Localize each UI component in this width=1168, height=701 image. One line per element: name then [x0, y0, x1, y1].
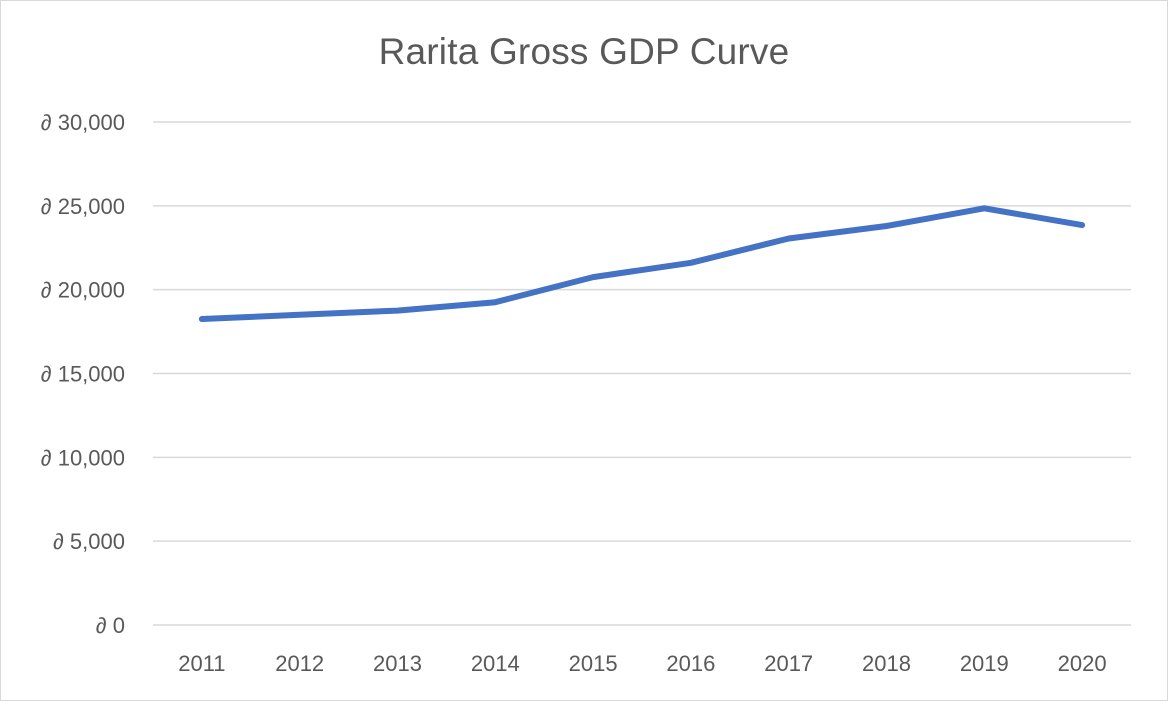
- y-tick-label: ∂ 0: [96, 613, 125, 638]
- y-tick-label: ∂ 20,000: [41, 278, 125, 303]
- x-tick-label: 2017: [764, 651, 813, 676]
- x-tick-label: 2013: [373, 651, 422, 676]
- x-tick-label: 2020: [1058, 651, 1107, 676]
- x-tick-label: 2019: [960, 651, 1009, 676]
- y-tick-label: ∂ 10,000: [41, 445, 125, 470]
- y-tick-label: ∂ 30,000: [41, 110, 125, 135]
- y-tick-label: ∂ 5,000: [53, 529, 125, 554]
- y-axis-tick-labels: ∂ 0 ∂ 5,000 ∂ 10,000 ∂ 15,000 ∂ 20,000 ∂ 25,0…: [41, 110, 125, 638]
- x-tick-label: 2011: [178, 651, 225, 676]
- series-lines: [198, 205, 1086, 322]
- x-tick-label: 2014: [471, 651, 520, 676]
- x-tick-label: 2012: [275, 651, 324, 676]
- series-line: [198, 205, 1086, 322]
- gridlines: [153, 121, 1131, 626]
- y-tick-label: ∂ 15,000: [41, 362, 125, 387]
- x-axis-tick-labels: 2011 2012 2013 2014 2015 2016 2017 2018 2019 2020: [178, 651, 1106, 676]
- y-tick-label: ∂ 25,000: [41, 194, 125, 219]
- chart-title: Rarita Gross GDP Curve: [378, 31, 790, 72]
- x-tick-label: 2018: [862, 651, 911, 676]
- x-tick-label: 2016: [666, 651, 715, 676]
- x-tick-label: 2015: [569, 651, 618, 676]
